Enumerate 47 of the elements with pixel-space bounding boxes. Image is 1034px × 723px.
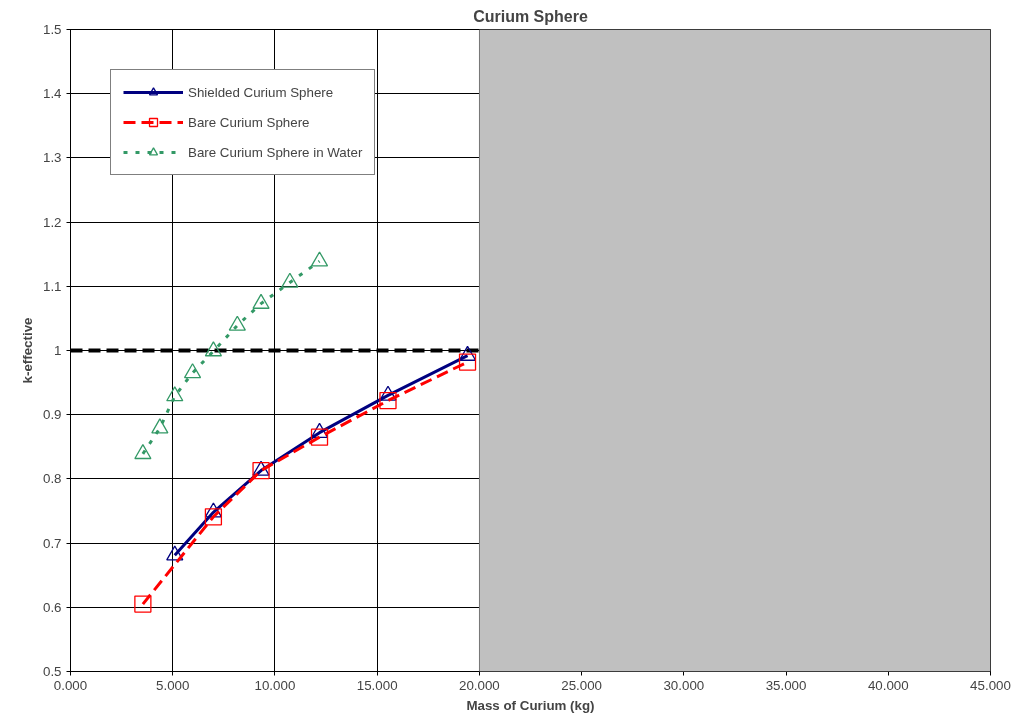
x-tick-label: 20.000 [459,677,500,693]
point [281,272,299,288]
point [252,460,270,476]
y-axis-title: k-effective [19,317,35,384]
y-tick-label: 1.3 [42,150,62,166]
point [379,391,397,410]
x-tick-label: 25.000 [561,677,602,693]
y-tick-label: 0.8 [42,471,62,487]
x-tick-label: 15.000 [356,677,398,693]
y-tick-label: 0.6 [42,599,62,615]
y-tick-label: 1 [54,343,62,358]
y-tick-label: 1.5 [42,22,62,37]
x-tick-label: 5.000 [156,677,190,693]
y-tick-label: 1.2 [42,214,62,230]
point [166,545,184,561]
point [310,251,329,267]
x-axis-title: Mass of Curium (kg) [466,697,595,713]
point [204,508,223,526]
point [228,315,246,331]
chart-title: Curium Sphere [473,7,588,25]
x-tick-label: 30.000 [663,677,705,693]
point [183,363,202,379]
point [134,443,152,460]
y-tick-label: 0.9 [42,407,62,423]
x-tick-label: 45.000 [970,677,1011,693]
point [310,428,329,446]
y-tick-label: 1.1 [42,278,62,294]
point [151,418,169,434]
legend-label: Bare Curium Sphere [188,114,310,130]
point [310,422,329,438]
x-tick-label: 10.000 [254,677,296,693]
x-tick-label: 40.000 [867,677,909,693]
legend-label: Bare Curium Sphere in Water [188,144,363,160]
point [134,595,152,613]
point [204,502,223,518]
y-tick-label: 0.7 [42,535,62,551]
y-tick-label: 0.5 [42,664,62,679]
point [252,461,270,480]
point [379,385,397,401]
x-tick-label: 0.000 [53,677,88,693]
point [458,345,477,361]
legend-label: Shielded Curium Sphere [188,84,334,100]
point [166,386,184,402]
y-tick-label: 1.4 [42,86,63,102]
point [252,293,270,309]
x-tick-label: 35.000 [765,677,807,693]
point [204,341,223,357]
